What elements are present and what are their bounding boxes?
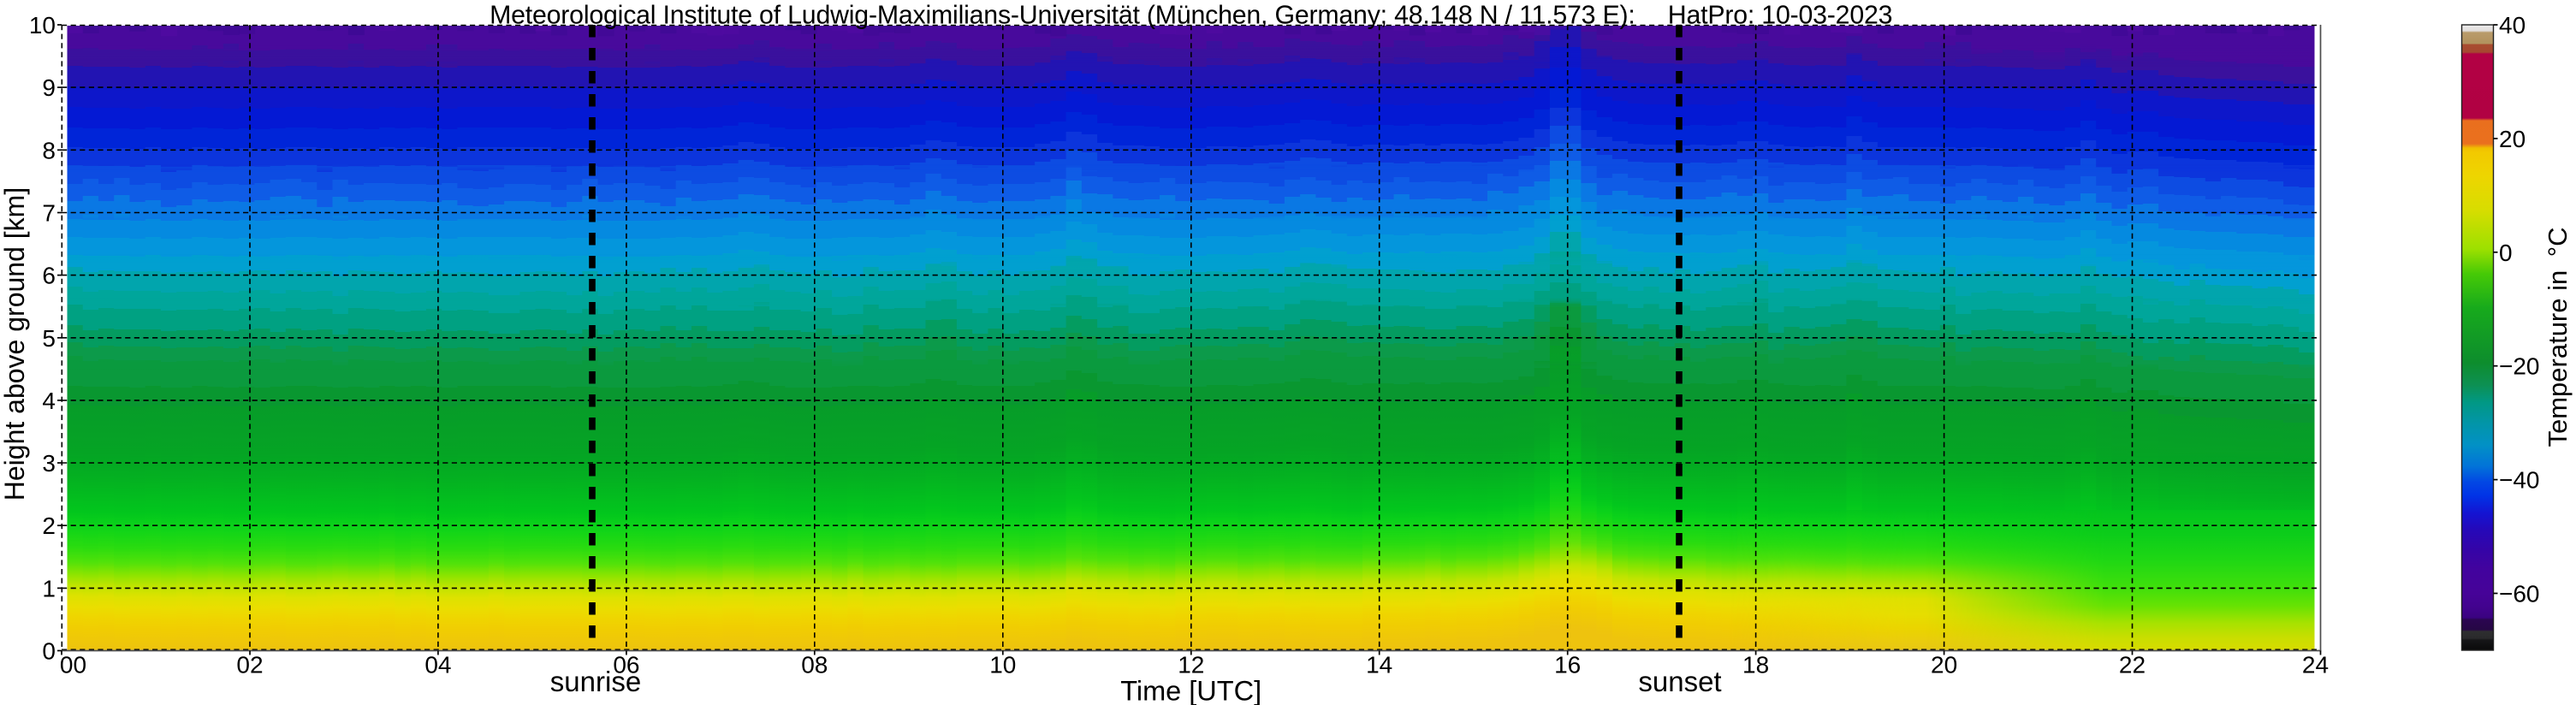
svg-text:Temperature in °C: Temperature in °C — [2543, 227, 2573, 447]
svg-text:5: 5 — [42, 325, 56, 352]
svg-text:14: 14 — [1366, 652, 1392, 678]
svg-text:−20: −20 — [2499, 353, 2540, 380]
svg-text:Height above ground [km]: Height above ground [km] — [0, 187, 30, 501]
svg-text:16: 16 — [1554, 652, 1581, 678]
svg-text:10: 10 — [29, 12, 56, 39]
svg-text:0: 0 — [42, 638, 56, 665]
svg-text:7: 7 — [42, 200, 56, 227]
svg-text:Meteorological Institute of Lu: Meteorological Institute of Ludwig-Maxim… — [490, 2, 1892, 30]
svg-text:20: 20 — [1931, 652, 1957, 678]
svg-text:0: 0 — [2499, 240, 2513, 266]
svg-text:00: 00 — [60, 652, 86, 678]
svg-text:sunset: sunset — [1638, 666, 1721, 697]
svg-text:6: 6 — [42, 263, 56, 289]
svg-text:3: 3 — [42, 450, 56, 477]
svg-text:2: 2 — [42, 512, 56, 539]
svg-text:02: 02 — [236, 652, 263, 678]
svg-text:4: 4 — [42, 388, 56, 414]
svg-text:8: 8 — [42, 137, 56, 163]
svg-text:Time [UTC]: Time [UTC] — [1120, 676, 1261, 705]
svg-text:20: 20 — [2499, 126, 2526, 152]
svg-text:40: 40 — [2499, 12, 2526, 39]
svg-text:08: 08 — [801, 652, 828, 678]
svg-text:04: 04 — [424, 652, 451, 678]
svg-text:18: 18 — [1742, 652, 1769, 678]
svg-text:1: 1 — [42, 575, 56, 601]
svg-text:06: 06 — [613, 652, 639, 678]
svg-text:−60: −60 — [2499, 581, 2540, 607]
svg-text:9: 9 — [42, 74, 56, 101]
svg-text:10: 10 — [989, 652, 1016, 678]
svg-text:24: 24 — [2302, 652, 2329, 678]
svg-text:−40: −40 — [2499, 467, 2540, 494]
svg-text:22: 22 — [2119, 652, 2146, 678]
svg-text:12: 12 — [1178, 652, 1204, 678]
svg-text:sunrise: sunrise — [550, 666, 641, 697]
